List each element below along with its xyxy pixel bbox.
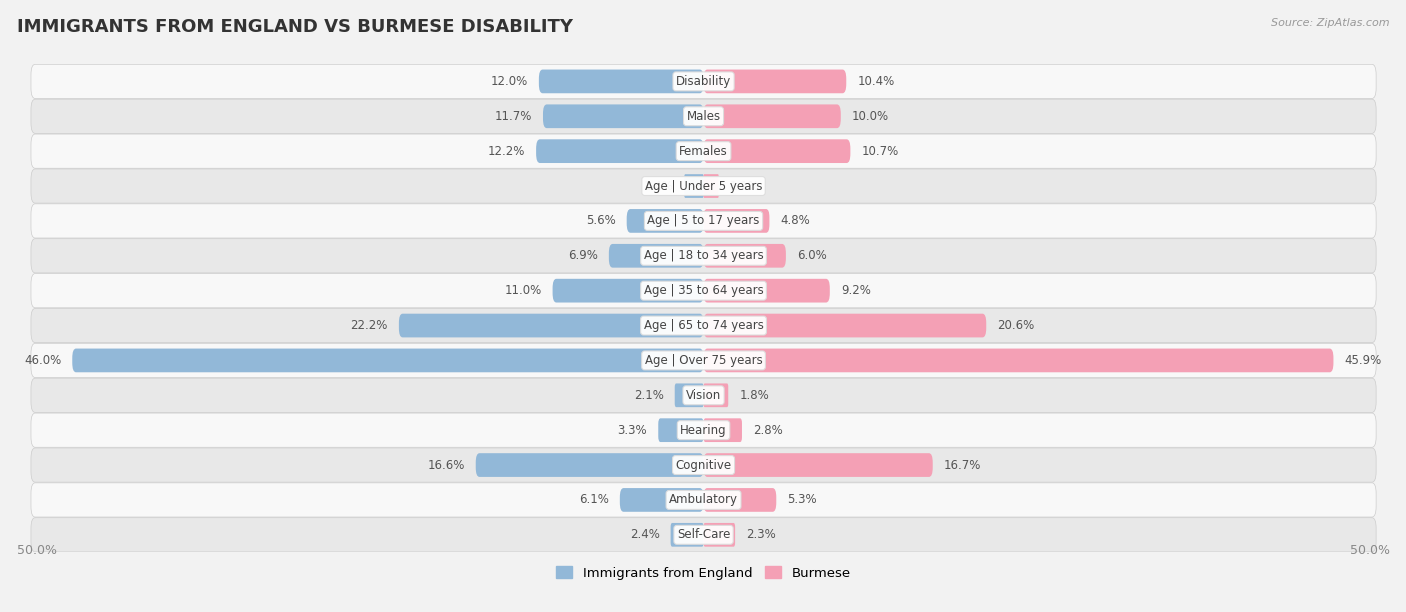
FancyBboxPatch shape — [627, 209, 703, 233]
FancyBboxPatch shape — [31, 134, 1376, 168]
Text: 10.4%: 10.4% — [858, 75, 894, 88]
Text: 5.6%: 5.6% — [586, 214, 616, 228]
Text: Disability: Disability — [676, 75, 731, 88]
FancyBboxPatch shape — [72, 349, 703, 372]
Text: Males: Males — [686, 110, 721, 123]
FancyBboxPatch shape — [703, 105, 841, 128]
Text: Age | 65 to 74 years: Age | 65 to 74 years — [644, 319, 763, 332]
Text: 50.0%: 50.0% — [1350, 545, 1389, 558]
FancyBboxPatch shape — [703, 244, 786, 267]
Text: 12.0%: 12.0% — [491, 75, 527, 88]
FancyBboxPatch shape — [31, 483, 1376, 517]
FancyBboxPatch shape — [685, 174, 703, 198]
Text: 12.2%: 12.2% — [488, 144, 526, 158]
Text: 11.0%: 11.0% — [505, 284, 541, 297]
Text: 4.8%: 4.8% — [780, 214, 810, 228]
FancyBboxPatch shape — [31, 99, 1376, 133]
Text: Age | Over 75 years: Age | Over 75 years — [645, 354, 762, 367]
Text: Age | 5 to 17 years: Age | 5 to 17 years — [647, 214, 759, 228]
Text: Ambulatory: Ambulatory — [669, 493, 738, 507]
Text: Self-Care: Self-Care — [676, 528, 730, 541]
FancyBboxPatch shape — [620, 488, 703, 512]
FancyBboxPatch shape — [543, 105, 703, 128]
FancyBboxPatch shape — [31, 64, 1376, 99]
Text: 2.3%: 2.3% — [747, 528, 776, 541]
Text: 1.4%: 1.4% — [644, 179, 673, 193]
FancyBboxPatch shape — [31, 518, 1376, 552]
Text: 9.2%: 9.2% — [841, 284, 870, 297]
Text: 45.9%: 45.9% — [1344, 354, 1382, 367]
Text: Source: ZipAtlas.com: Source: ZipAtlas.com — [1271, 18, 1389, 28]
FancyBboxPatch shape — [31, 274, 1376, 308]
FancyBboxPatch shape — [658, 419, 703, 442]
Text: 11.7%: 11.7% — [495, 110, 531, 123]
Text: 6.9%: 6.9% — [568, 249, 598, 263]
Text: 22.2%: 22.2% — [350, 319, 388, 332]
Text: 20.6%: 20.6% — [997, 319, 1035, 332]
Text: Females: Females — [679, 144, 728, 158]
FancyBboxPatch shape — [703, 174, 718, 198]
FancyBboxPatch shape — [31, 308, 1376, 343]
FancyBboxPatch shape — [399, 314, 703, 337]
Text: 16.6%: 16.6% — [427, 458, 465, 472]
FancyBboxPatch shape — [703, 523, 735, 547]
FancyBboxPatch shape — [703, 70, 846, 93]
FancyBboxPatch shape — [703, 419, 742, 442]
Text: 6.0%: 6.0% — [797, 249, 827, 263]
Text: IMMIGRANTS FROM ENGLAND VS BURMESE DISABILITY: IMMIGRANTS FROM ENGLAND VS BURMESE DISAB… — [17, 18, 572, 36]
Text: 46.0%: 46.0% — [24, 354, 62, 367]
Legend: Immigrants from England, Burmese: Immigrants from England, Burmese — [557, 567, 851, 580]
FancyBboxPatch shape — [31, 169, 1376, 203]
Text: Age | 35 to 64 years: Age | 35 to 64 years — [644, 284, 763, 297]
FancyBboxPatch shape — [703, 140, 851, 163]
Text: Hearing: Hearing — [681, 424, 727, 437]
FancyBboxPatch shape — [475, 453, 703, 477]
FancyBboxPatch shape — [31, 343, 1376, 378]
Text: 1.8%: 1.8% — [740, 389, 769, 402]
FancyBboxPatch shape — [671, 523, 703, 547]
FancyBboxPatch shape — [31, 448, 1376, 482]
Text: 6.1%: 6.1% — [579, 493, 609, 507]
FancyBboxPatch shape — [538, 70, 703, 93]
Text: 3.3%: 3.3% — [617, 424, 647, 437]
FancyBboxPatch shape — [609, 244, 703, 267]
Text: 2.1%: 2.1% — [634, 389, 664, 402]
Text: 2.8%: 2.8% — [754, 424, 783, 437]
Text: 10.0%: 10.0% — [852, 110, 889, 123]
FancyBboxPatch shape — [31, 239, 1376, 273]
Text: 16.7%: 16.7% — [943, 458, 981, 472]
FancyBboxPatch shape — [703, 384, 728, 407]
FancyBboxPatch shape — [675, 384, 703, 407]
FancyBboxPatch shape — [703, 453, 932, 477]
FancyBboxPatch shape — [703, 314, 986, 337]
FancyBboxPatch shape — [703, 349, 1333, 372]
FancyBboxPatch shape — [703, 488, 776, 512]
FancyBboxPatch shape — [703, 209, 769, 233]
Text: Cognitive: Cognitive — [675, 458, 731, 472]
FancyBboxPatch shape — [31, 204, 1376, 238]
Text: 5.3%: 5.3% — [787, 493, 817, 507]
Text: Vision: Vision — [686, 389, 721, 402]
Text: 2.4%: 2.4% — [630, 528, 659, 541]
FancyBboxPatch shape — [31, 378, 1376, 412]
Text: Age | 18 to 34 years: Age | 18 to 34 years — [644, 249, 763, 263]
Text: Age | Under 5 years: Age | Under 5 years — [645, 179, 762, 193]
Text: 50.0%: 50.0% — [17, 545, 58, 558]
FancyBboxPatch shape — [31, 413, 1376, 447]
FancyBboxPatch shape — [536, 140, 703, 163]
FancyBboxPatch shape — [553, 279, 703, 302]
Text: 10.7%: 10.7% — [862, 144, 898, 158]
FancyBboxPatch shape — [703, 279, 830, 302]
Text: 1.1%: 1.1% — [730, 179, 759, 193]
